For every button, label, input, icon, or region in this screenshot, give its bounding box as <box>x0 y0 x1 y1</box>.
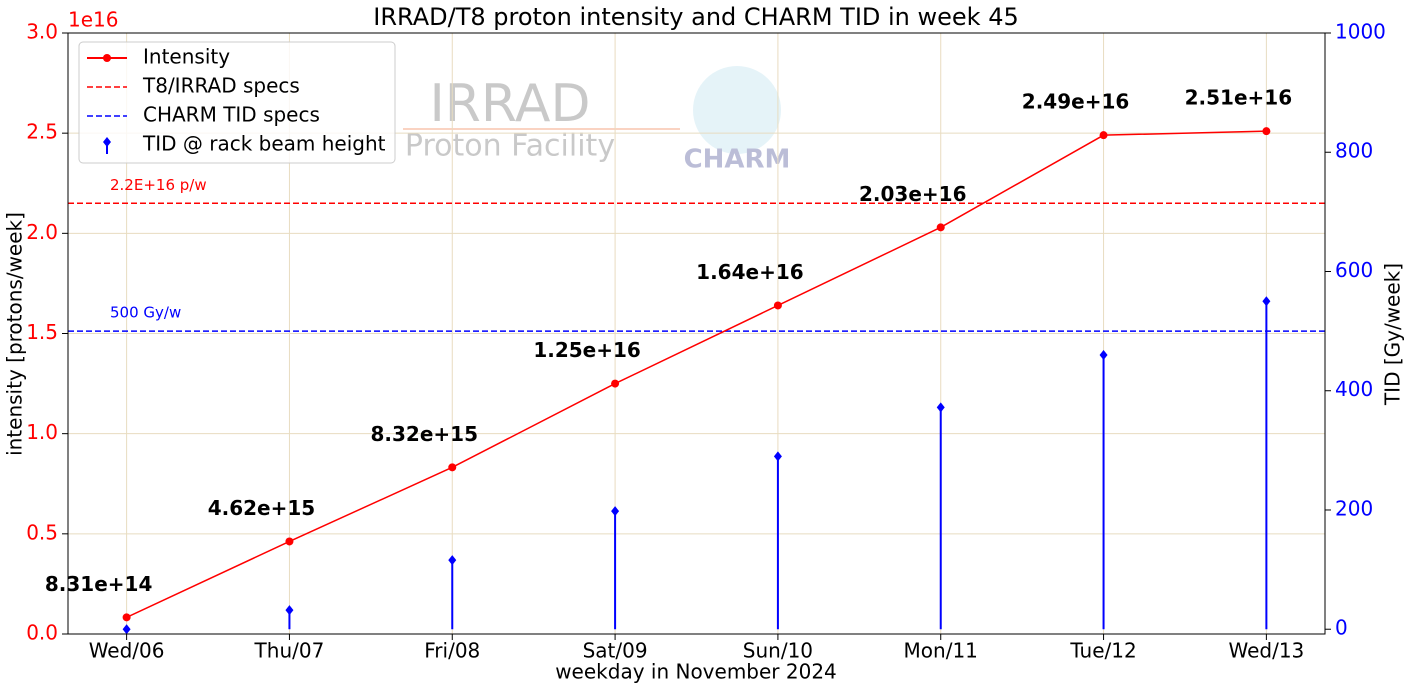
stem-marker <box>611 506 620 517</box>
stem-marker <box>936 402 945 413</box>
y-tick-label: 2.5 <box>26 120 58 144</box>
stem <box>936 402 945 630</box>
reference-label: 2.2E+16 p/w <box>110 176 207 194</box>
intensity-point <box>1099 131 1108 140</box>
legend-label: Intensity <box>143 45 230 69</box>
data-label: 2.49e+16 <box>1022 90 1130 114</box>
stem <box>1262 296 1271 630</box>
y-tick-label: 3.0 <box>26 20 58 44</box>
y-tick-label: 1.0 <box>26 420 58 444</box>
stem-marker <box>773 451 782 462</box>
stem <box>285 605 294 630</box>
intensity-line <box>126 130 1267 619</box>
intensity-point <box>611 379 620 388</box>
x-tick-label: Wed/06 <box>89 639 165 663</box>
x-tick-label: Wed/13 <box>1228 639 1304 663</box>
x-tick-label: Tue/12 <box>1069 639 1136 663</box>
y-axis-label: intensity [protons/week] <box>3 212 27 456</box>
y-tick-label: 2.0 <box>26 220 58 244</box>
intensity-point <box>936 223 945 232</box>
plot-frame <box>67 32 1326 635</box>
legend-label: CHARM TID specs <box>143 103 320 127</box>
watermark-globe <box>693 66 781 154</box>
y2-tick-label: 400 <box>1335 377 1373 401</box>
chart-title: IRRAD/T8 proton intensity and CHARM TID … <box>373 3 1018 31</box>
reference-label: 500 Gy/w <box>110 304 181 322</box>
legend: Intensity T8/IRRAD specs CHARM TID specs TI… <box>78 41 396 164</box>
y2-tick-label: 800 <box>1335 139 1373 163</box>
stem <box>448 555 457 630</box>
stem-marker <box>1262 296 1271 307</box>
y-tick-label: 0.0 <box>26 621 58 645</box>
data-label: 1.25e+16 <box>533 338 641 362</box>
intensity-point <box>122 613 131 622</box>
data-label: 2.03e+16 <box>859 182 967 206</box>
legend-swatch <box>103 137 111 147</box>
x-tick-label: Sun/10 <box>743 639 813 663</box>
legend-label: T8/IRRAD specs <box>142 74 300 98</box>
x-tick-label: Thu/07 <box>254 639 325 663</box>
stem <box>122 624 131 635</box>
x-tick-label: Fri/08 <box>424 639 480 663</box>
watermark-charm: CHARM <box>684 145 791 175</box>
y2-tick-label: 200 <box>1335 496 1373 520</box>
watermark-irrad: IRRAD <box>429 74 590 134</box>
data-label: 4.62e+15 <box>208 496 316 520</box>
x-axis-label: weekday in November 2024 <box>555 660 837 684</box>
intensity-point <box>773 301 782 310</box>
y2-tick-label: 600 <box>1335 258 1373 282</box>
intensity-point <box>448 463 457 472</box>
y-tick-label: 1.5 <box>26 320 58 344</box>
data-label: 8.32e+15 <box>371 422 479 446</box>
watermark-sub: Proton Facility <box>405 129 615 164</box>
legend-swatch <box>103 54 111 62</box>
y2-tick-label: 1000 <box>1335 20 1386 44</box>
data-label: 8.31e+14 <box>45 572 153 596</box>
stem <box>611 506 620 630</box>
x-tick-label: Sat/09 <box>583 639 648 663</box>
y2-axis-label: TID [Gy/week] <box>1381 263 1405 406</box>
intensity-point <box>1262 127 1271 136</box>
stem <box>773 451 782 630</box>
y-tick-label: 0.5 <box>26 520 58 544</box>
legend-label: TID @ rack beam height <box>142 132 386 156</box>
intensity-point <box>285 537 294 546</box>
stem-marker <box>1099 349 1108 360</box>
y-offset-label: 1e16 <box>68 8 118 32</box>
watermark: IRRAD Proton Facility CHARM <box>403 66 790 175</box>
stem-marker <box>285 605 294 616</box>
y2-tick-label: 0 <box>1335 616 1348 640</box>
stem <box>1099 349 1108 630</box>
data-label: 2.51e+16 <box>1185 86 1293 110</box>
x-tick-label: Mon/11 <box>904 639 978 663</box>
stem-marker <box>448 555 457 566</box>
legend-box <box>78 41 396 164</box>
stem-marker <box>122 624 131 635</box>
data-label: 1.64e+16 <box>696 260 804 284</box>
